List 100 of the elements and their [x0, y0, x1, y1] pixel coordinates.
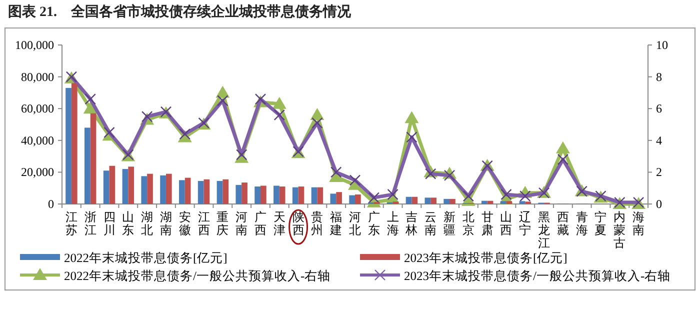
x-tick-label: 河北 — [349, 210, 361, 237]
bar — [222, 179, 229, 204]
point — [104, 126, 115, 138]
x-tick-label: 山东 — [122, 210, 134, 237]
bar — [242, 182, 248, 204]
x-tick-label: 重庆 — [216, 210, 229, 237]
legend-label: 2022年末城投带息债务[亿元] — [64, 251, 228, 265]
chart-title: 图表 21. 全国各省市城投债存续企业城投带息债务情况 — [8, 3, 352, 20]
point — [349, 174, 361, 186]
x-tick-label: 云南 — [424, 210, 437, 237]
point — [236, 149, 248, 160]
x-tick-label: 上海 — [386, 210, 399, 237]
bar — [279, 186, 286, 204]
bar — [160, 175, 166, 204]
point — [84, 93, 96, 105]
bar — [236, 184, 242, 204]
bar — [292, 187, 298, 204]
x-tick-label: 湖北 — [141, 210, 154, 237]
point — [179, 128, 190, 140]
x-tick-label: 北京 — [462, 210, 474, 237]
legend-label: 2023年末城投带息债务/一般公共预算收入-右轴 — [404, 269, 671, 283]
bar — [506, 201, 512, 204]
bar — [179, 180, 185, 204]
x-tick-label: 广西 — [254, 210, 266, 237]
legend-label: 2022年末城投带息债务/一般公共预算收入-右轴 — [64, 269, 331, 283]
point — [556, 141, 570, 154]
x-tick-label: 江苏 — [65, 210, 78, 237]
x-tick-label: 内蒙古 — [614, 210, 626, 250]
point — [310, 108, 324, 120]
bar — [216, 180, 223, 204]
bar — [128, 166, 134, 204]
x-tick-label: 四川 — [103, 210, 116, 237]
x-tick-label: 贵州 — [311, 210, 324, 237]
y-tick-label: 0 — [48, 197, 54, 211]
x-tick-label: 陕西 — [292, 210, 304, 237]
y2-tick-label: 8 — [656, 70, 662, 84]
x-tick-label: 浙江 — [84, 210, 96, 237]
point — [557, 154, 569, 166]
point — [404, 111, 419, 124]
bar — [198, 180, 204, 204]
bar — [298, 186, 304, 204]
x-tick-label: 宁夏 — [594, 210, 607, 237]
y-tick-label: 100,000 — [15, 38, 54, 52]
bar — [71, 83, 78, 204]
point — [406, 132, 418, 143]
bar — [122, 169, 128, 204]
bar — [260, 186, 266, 204]
x-tick-label: 广东 — [368, 210, 380, 237]
y2-tick-label: 0 — [656, 197, 662, 211]
bar — [141, 176, 148, 204]
point — [500, 188, 512, 200]
x-tick-label: 天津 — [273, 210, 286, 237]
bar — [450, 198, 456, 204]
x-tick-label: 江西 — [198, 210, 210, 237]
x-tick-label: 甘肃 — [481, 210, 494, 237]
bar — [444, 198, 450, 204]
y-tick-label: 80,000 — [21, 70, 54, 84]
x-tick-label: 新疆 — [444, 210, 456, 237]
bar — [430, 198, 436, 204]
point — [312, 117, 323, 129]
y2-tick-label: 10 — [656, 38, 668, 52]
x-tick-label: 山西 — [500, 210, 512, 237]
point — [387, 188, 398, 200]
bar — [274, 186, 280, 204]
point — [520, 190, 531, 202]
point — [425, 168, 436, 180]
bar — [317, 187, 324, 204]
y-tick-label: 40,000 — [21, 133, 54, 148]
bar — [311, 187, 318, 204]
bar — [147, 174, 153, 204]
bar — [166, 174, 172, 204]
point — [272, 96, 286, 109]
point — [462, 190, 474, 202]
point — [254, 93, 266, 105]
bar — [66, 88, 72, 204]
x-tick-label: 湖南 — [160, 210, 172, 237]
bar — [84, 128, 90, 204]
bar — [254, 186, 260, 204]
bar — [103, 170, 110, 204]
bar — [184, 178, 191, 204]
bar — [90, 113, 96, 204]
y-tick-label: 20,000 — [21, 165, 54, 180]
point — [274, 109, 285, 121]
bar — [355, 194, 361, 204]
bar — [424, 198, 431, 204]
bar — [109, 166, 116, 204]
point — [330, 166, 342, 178]
bar — [481, 200, 488, 204]
x-tick-label: 黑龙江 — [538, 210, 550, 250]
y2-tick-label: 2 — [656, 165, 662, 180]
bar — [500, 201, 506, 204]
bar — [406, 196, 412, 204]
bar — [412, 196, 418, 204]
x-tick-label: 河南 — [236, 210, 248, 237]
point — [141, 110, 153, 122]
legend-label: 2023年末城投带息债务[亿元] — [404, 251, 568, 265]
x-tick-label: 福建 — [329, 210, 342, 237]
x-tick-label: 吉林 — [404, 210, 418, 237]
bar — [519, 201, 526, 204]
point — [217, 95, 228, 106]
